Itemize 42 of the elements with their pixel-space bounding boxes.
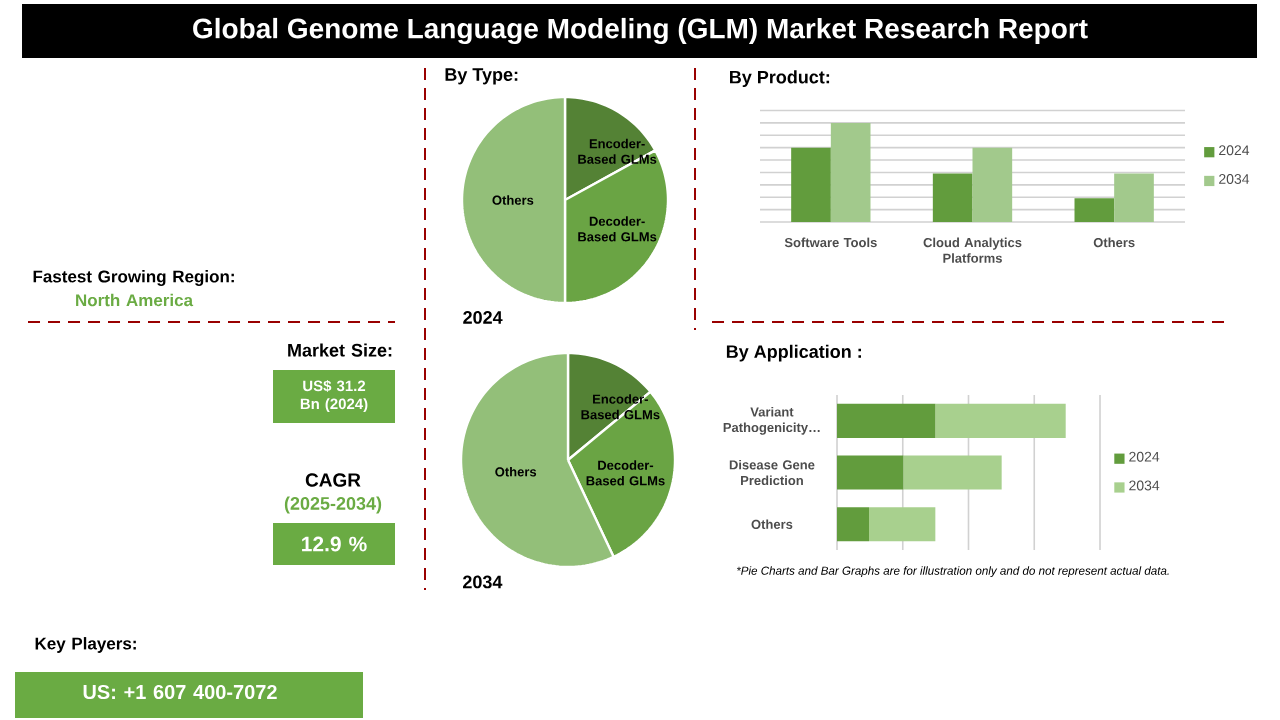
text: Fastest Growing Region: <box>33 270 234 286</box>
x-tick-label: Cloud Analytics Platforms <box>923 237 1022 263</box>
y-tick-label: Others <box>751 519 793 529</box>
bar <box>837 455 904 490</box>
bar <box>1074 198 1115 223</box>
bar <box>837 403 936 438</box>
text: US$ 31.2 Bn (2024) <box>300 379 368 413</box>
text: *Pie Charts and Bar Graphs are for illustration only and do not represent actual data. <box>736 566 1169 578</box>
bar <box>837 507 870 542</box>
legend-label: 2034 <box>1129 480 1160 491</box>
bar <box>935 403 1066 438</box>
legend-label: 2024 <box>1219 145 1250 156</box>
slice-label: Others <box>495 466 537 477</box>
text: Global Genome Language Modeling (GLM) Market Research Report <box>193 17 1088 45</box>
text: US: +1 607 400-7072 <box>83 684 277 700</box>
text: 2034 <box>463 575 503 589</box>
x-tick-label: Software Tools <box>784 237 877 248</box>
slice-label: Decoder-Based GLMs <box>578 216 657 242</box>
bar <box>869 507 936 542</box>
text: 2024 <box>463 311 503 324</box>
text: Market Size: <box>288 343 392 357</box>
text: North America <box>76 293 194 307</box>
slice-label: Decoder-Based GLMs <box>586 460 665 486</box>
bar <box>932 173 973 223</box>
bar <box>830 122 871 223</box>
text: 12.9 % <box>302 536 367 552</box>
bar <box>972 147 1013 223</box>
text: (2025-2034) <box>284 496 382 514</box>
chart-title: By Application : <box>726 344 861 362</box>
legend-label: 2024 <box>1129 451 1160 462</box>
bar <box>791 147 831 223</box>
slice-label: Others <box>492 195 534 205</box>
chart-title: By Product: <box>730 70 830 88</box>
y-tick-label: Disease Gene Prediction <box>729 459 815 486</box>
y-tick-label: Variant Pathogenicity… <box>723 406 820 435</box>
legend-label: 2034 <box>1219 174 1250 184</box>
bar <box>903 455 1002 490</box>
text: Key Players: <box>35 637 136 653</box>
bar <box>1114 173 1154 223</box>
chart-title: By Type: <box>445 68 518 85</box>
text: CAGR <box>305 473 361 487</box>
x-tick-label: Others <box>1093 237 1135 248</box>
